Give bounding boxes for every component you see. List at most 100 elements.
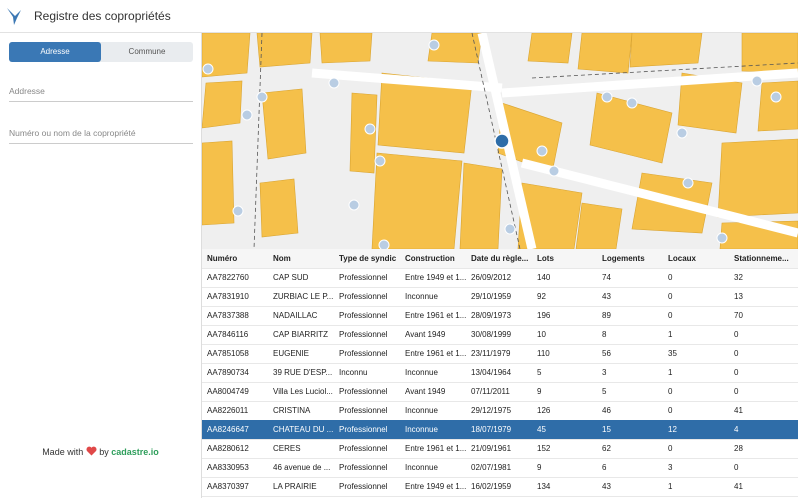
table-cell: 46 avenue de ... xyxy=(273,463,331,472)
table-cell: 29/10/1959 xyxy=(471,292,512,301)
table-cell: 196 xyxy=(537,311,551,320)
table-cell: Professionnel xyxy=(339,273,388,282)
table-cell: Professionnel xyxy=(339,311,388,320)
table-cell: 0 xyxy=(668,311,673,320)
table-row[interactable]: AA8004749 Villa Les Luciol... Professionne… xyxy=(202,382,798,402)
table-cell: 0 xyxy=(734,463,739,472)
table-cell: AA8280612 xyxy=(207,444,249,453)
table-cell: AA8004749 xyxy=(207,387,249,396)
table-cell: Professionnel xyxy=(339,463,388,472)
table-cell: 41 xyxy=(734,406,743,415)
column-header[interactable]: Stationneme... xyxy=(734,254,789,263)
table-cell: 35 xyxy=(668,349,677,358)
table-cell: 43 xyxy=(602,292,611,301)
column-header[interactable]: Numéro xyxy=(207,254,238,263)
table-cell: 6 xyxy=(602,463,607,472)
address-input[interactable]: Addresse xyxy=(9,71,193,102)
table-cell: AA8226011 xyxy=(207,406,249,415)
table-cell: 1 xyxy=(668,482,673,491)
table-cell: 18/07/1979 xyxy=(471,425,512,434)
table-cell: 1 xyxy=(668,368,673,377)
column-header[interactable]: Date du règle... xyxy=(471,254,529,263)
table-cell: AA7831910 xyxy=(207,292,249,301)
table-row[interactable]: AA7831910 ZURBIAC LE P... Professionnel Inc… xyxy=(202,287,798,307)
footer-link[interactable]: cadastre.io xyxy=(111,447,159,457)
table-cell: 02/07/1981 xyxy=(471,463,512,472)
column-header[interactable]: Lots xyxy=(537,254,554,263)
footer-text: by xyxy=(99,447,109,457)
table-row[interactable]: AA8280612 CERES Professionnel Entre 1961 et… xyxy=(202,439,798,459)
column-header[interactable]: Logements xyxy=(602,254,645,263)
table-cell: Professionnel xyxy=(339,292,388,301)
table-cell: Inconnue xyxy=(405,406,438,415)
table-cell: 5 xyxy=(537,368,542,377)
table-cell: 32 xyxy=(734,273,743,282)
table-row[interactable]: AA7851058 EUGENIE Professionnel Entre 1961 … xyxy=(202,344,798,364)
column-header[interactable]: Construction xyxy=(405,254,455,263)
column-header[interactable]: Nom xyxy=(273,254,291,263)
table-row[interactable]: AA8370397 LA PRAIRIE Professionnel Entre 19… xyxy=(202,477,798,497)
map[interactable] xyxy=(202,33,798,249)
table-cell: 126 xyxy=(537,406,551,415)
table-cell: 140 xyxy=(537,273,551,282)
table-cell: 28/09/1973 xyxy=(471,311,512,320)
table-cell: 30/08/1999 xyxy=(471,330,512,339)
table-cell: Inconnue xyxy=(405,425,438,434)
table-cell: NADAILLAC xyxy=(273,311,318,320)
column-header[interactable]: Locaux xyxy=(668,254,697,263)
table-cell: Professionnel xyxy=(339,482,388,491)
table-row[interactable]: AA7822760 CAP SUD Professionnel Entre 1949 … xyxy=(202,268,798,288)
table-cell: Inconnue xyxy=(405,368,438,377)
table-cell: 3 xyxy=(602,368,607,377)
table-cell: 26/09/2012 xyxy=(471,273,512,282)
table-cell: 0 xyxy=(668,444,673,453)
table-cell: 13/04/1964 xyxy=(471,368,512,377)
table-cell: AA8330953 xyxy=(207,463,249,472)
table-cell: 0 xyxy=(668,406,673,415)
table-cell: 4 xyxy=(734,425,739,434)
table-cell: Entre 1949 et 1... xyxy=(405,273,467,282)
table-cell: 39 RUE D'ESP... xyxy=(273,368,333,377)
table-cell: 43 xyxy=(602,482,611,491)
table-row[interactable]: AA7846116 CAP BIARRITZ Professionnel Avant … xyxy=(202,325,798,345)
table-cell: AA8246647 xyxy=(207,425,249,434)
table-cell: Entre 1961 et 1... xyxy=(405,444,467,453)
table-cell: 0 xyxy=(734,368,739,377)
column-header[interactable]: Type de syndic xyxy=(339,254,397,263)
tab-group: Adresse Commune xyxy=(9,42,193,62)
table-cell: 0 xyxy=(734,387,739,396)
tab[interactable]: Commune xyxy=(128,47,166,56)
table-cell: CHATEAU DU ... xyxy=(273,425,334,434)
table-row[interactable]: AA8330953 46 avenue de ... Professionnel In… xyxy=(202,458,798,478)
table-cell: 41 xyxy=(734,482,743,491)
table-cell: 46 xyxy=(602,406,611,415)
table-cell: CAP SUD xyxy=(273,273,309,282)
table-cell: 0 xyxy=(668,387,673,396)
table-cell: 74 xyxy=(602,273,611,282)
table-cell: Professionnel xyxy=(339,406,388,415)
table-row[interactable]: AA8246647 CHATEAU DU ... Professionnel Inco… xyxy=(202,420,798,440)
tab[interactable]: Adresse xyxy=(9,42,101,62)
table-cell: Entre 1961 et 1... xyxy=(405,311,467,320)
table-cell: CERES xyxy=(273,444,301,453)
table-cell: Professionnel xyxy=(339,349,388,358)
table-cell: 152 xyxy=(537,444,551,453)
table-cell: 5 xyxy=(602,387,607,396)
table-row[interactable]: AA7890734 39 RUE D'ESP... Inconnu Inconnue 1… xyxy=(202,363,798,383)
app-title: Registre des copropriétés xyxy=(34,9,171,23)
table-cell: 9 xyxy=(537,463,542,472)
name-input[interactable]: Numéro ou nom de la copropriété xyxy=(9,113,193,144)
table-cell: CAP BIARRITZ xyxy=(273,330,328,339)
table-cell: Professionnel xyxy=(339,425,388,434)
table-row[interactable]: AA7837388 NADAILLAC Professionnel Entre 196… xyxy=(202,306,798,326)
table-row[interactable]: AA8226011 CRISTINA Professionnel Inconnue 29… xyxy=(202,401,798,421)
table-cell: Avant 1949 xyxy=(405,387,446,396)
table-cell: Professionnel xyxy=(339,444,388,453)
table-cell: LA PRAIRIE xyxy=(273,482,317,491)
table-cell: 110 xyxy=(537,349,550,358)
table-cell: 92 xyxy=(537,292,546,301)
table-cell: Entre 1961 et 1... xyxy=(405,349,467,358)
table-cell: 16/02/1959 xyxy=(471,482,512,491)
table-cell: 3 xyxy=(668,463,673,472)
